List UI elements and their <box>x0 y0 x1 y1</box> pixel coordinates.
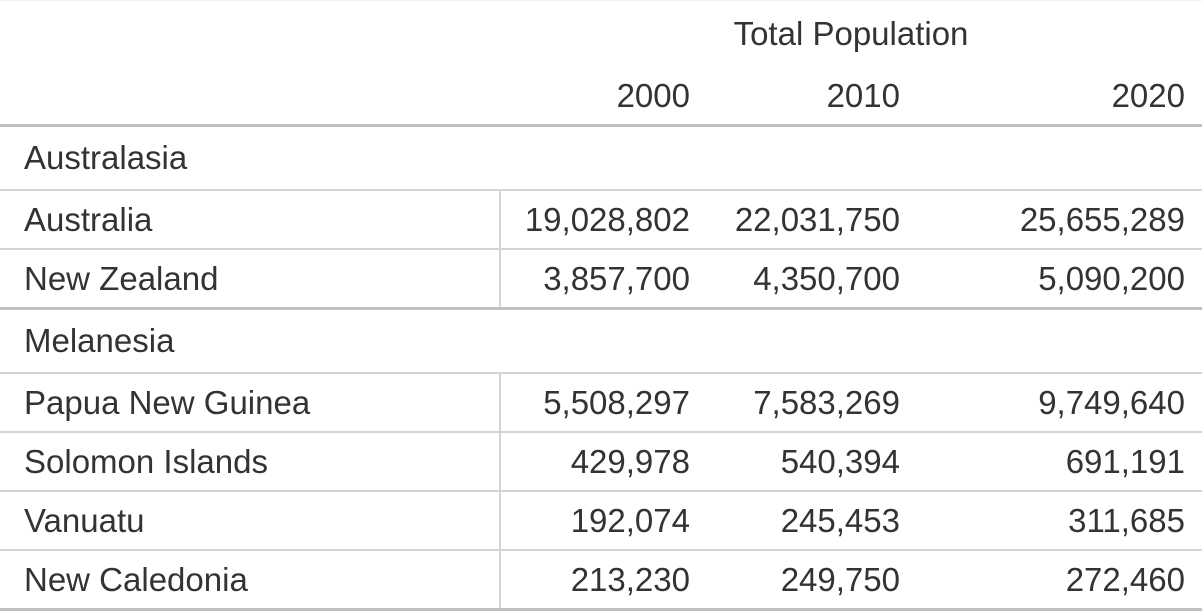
cell-new-caledonia-2010: 249,750 <box>700 549 910 610</box>
cell-vanuatu-2010: 245,453 <box>700 490 910 550</box>
cell-australia-2010: 22,031,750 <box>700 189 910 249</box>
cell-new-zealand-2000: 3,857,700 <box>499 248 700 309</box>
table-spanner-row: Total Population <box>0 1 1202 61</box>
column-header-2000: 2000 <box>616 77 690 114</box>
row-label: Papua New Guinea <box>0 372 500 432</box>
cell-new-zealand-2010: 4,350,700 <box>700 248 910 309</box>
cell-solomon-islands-2010: 540,394 <box>700 431 910 491</box>
cell-papua-new-guinea-2010: 7,583,269 <box>700 372 910 432</box>
table-title-spanner: Total Population <box>733 15 969 52</box>
row-label: New Zealand <box>0 248 500 309</box>
cell-solomon-islands-2020: 691,191 <box>910 431 1202 491</box>
cell-new-zealand-2020: 5,090,200 <box>910 248 1202 309</box>
table-row-new-zealand: New Zealand 3,857,700 4,350,700 5,090,20… <box>0 248 1202 309</box>
table-row-papua-new-guinea: Papua New Guinea 5,508,297 7,583,269 9,7… <box>0 372 1202 432</box>
table-row-australia: Australia 19,028,802 22,031,750 25,655,2… <box>0 189 1202 249</box>
cell-papua-new-guinea-2020: 9,749,640 <box>910 372 1202 432</box>
cell-vanuatu-2000: 192,074 <box>499 490 700 550</box>
table-row-solomon-islands: Solomon Islands 429,978 540,394 691,191 <box>0 431 1202 491</box>
group-label: Melanesia <box>0 307 1202 373</box>
row-label: Vanuatu <box>0 490 500 550</box>
cell-vanuatu-2020: 311,685 <box>910 490 1202 550</box>
table-year-header-row: 2000 2010 2020 <box>0 61 1202 126</box>
row-label: Australia <box>0 189 500 249</box>
row-label: New Caledonia <box>0 549 500 610</box>
table-row-new-caledonia: New Caledonia 213,230 249,750 272,460 <box>0 549 1202 610</box>
table-row-vanuatu: Vanuatu 192,074 245,453 311,685 <box>0 490 1202 550</box>
cell-papua-new-guinea-2000: 5,508,297 <box>499 372 700 432</box>
cell-solomon-islands-2000: 429,978 <box>499 431 700 491</box>
group-header-melanesia: Melanesia <box>0 307 1202 373</box>
cell-new-caledonia-2020: 272,460 <box>910 549 1202 610</box>
column-header-2020: 2020 <box>1111 77 1185 114</box>
column-header-2010: 2010 <box>826 77 900 114</box>
cell-australia-2000: 19,028,802 <box>499 189 700 249</box>
group-header-australasia: Australasia <box>0 124 1202 190</box>
cell-new-caledonia-2000: 213,230 <box>499 549 700 610</box>
cell-australia-2020: 25,655,289 <box>910 189 1202 249</box>
header-stub-cell <box>0 1 500 61</box>
group-label: Australasia <box>0 124 1202 190</box>
row-label: Solomon Islands <box>0 431 500 491</box>
header-stub-cell <box>0 61 500 126</box>
